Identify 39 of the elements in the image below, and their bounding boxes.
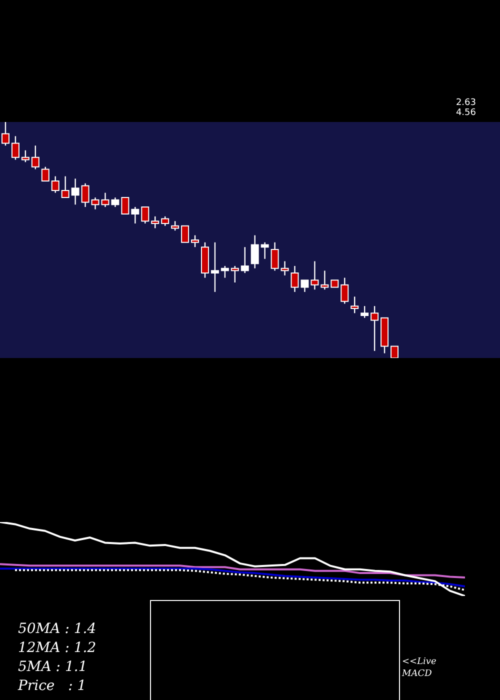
candlestick [11,136,20,160]
candlestick [260,242,269,260]
candlestick [121,197,130,215]
text: 5MA : 1.1 [18,658,88,677]
candlestick [131,206,140,224]
candlestick [370,305,379,352]
candlestick [21,150,30,163]
candlestick [71,178,80,206]
candlestick [81,182,90,208]
text: 12MA : 1.2 [18,639,96,658]
candlestick [41,166,50,182]
text: Price : 1 [18,677,86,696]
candlestick [280,260,289,276]
candlestick [270,242,279,272]
candlestick [181,225,190,243]
candlestick [111,196,120,208]
text: <<Live MACD [402,656,438,680]
text: 2.63 [456,98,476,108]
candlestick [320,270,329,290]
candlestick [61,176,70,198]
candlestick [350,296,359,314]
text: 4.56 [456,108,476,118]
candlestick [250,234,259,269]
candlestick [191,234,200,248]
candlestick [340,277,349,304]
candlestick [240,246,249,274]
candlestick [141,206,150,224]
candlestick [1,122,10,146]
candlestick [210,242,219,293]
candlestick [31,145,40,170]
candlestick [161,216,170,226]
candlestick [360,305,369,318]
candlestick [310,260,319,290]
candlestick [171,220,180,232]
candlestick [220,265,229,278]
candlestick [230,265,239,284]
candlestick [151,216,160,229]
text: 50MA : 1.4 [18,620,96,639]
candlestick [51,176,60,194]
